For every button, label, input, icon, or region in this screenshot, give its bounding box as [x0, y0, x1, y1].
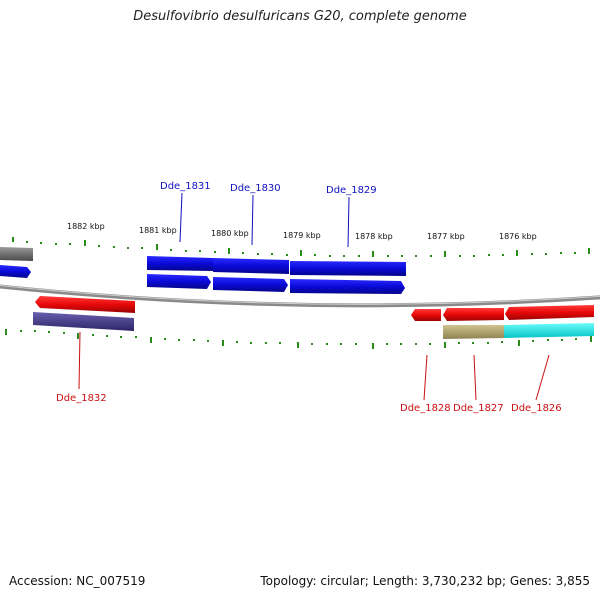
gene-label-dde-1832[interactable]: Dde_1832	[56, 393, 107, 404]
gene-feature-partial-grey	[0, 247, 33, 261]
gene-feature-dde-1831-cds	[147, 256, 213, 271]
gene-feature-dde-1827-bar	[443, 325, 504, 339]
genome-stats-text: Topology: circular; Length: 3,730,232 bp…	[260, 574, 590, 588]
kbp-label: 1877 kbp	[427, 232, 465, 241]
label-leader-line	[78, 331, 81, 390]
gene-feature-dde-1829-gene	[290, 279, 405, 294]
kbp-label: 1882 kbp	[67, 222, 105, 231]
gene-feature-dde-1826-bar	[504, 323, 594, 338]
gene-feature-dde-1826-cds	[505, 305, 594, 320]
label-leader-line	[473, 354, 477, 401]
gene-feature-dde-1832-cds	[35, 296, 135, 313]
gene-feature-dde-1831-gene	[147, 274, 211, 289]
inner-tick-row	[5, 329, 592, 349]
outer-tick-row	[12, 237, 590, 257]
kbp-label: 1881 kbp	[139, 226, 177, 235]
kbp-label: 1880 kbp	[211, 229, 249, 238]
gene-label-dde-1831[interactable]: Dde_1831	[160, 181, 211, 192]
kbp-label: 1876 kbp	[499, 232, 537, 241]
accession-text: Accession: NC_007519	[9, 574, 146, 588]
gene-label-dde-1829[interactable]: Dde_1829	[326, 185, 377, 196]
gene-feature-dde-1827-cds	[443, 308, 504, 321]
gene-label-dde-1826[interactable]: Dde_1826	[511, 403, 562, 414]
label-leader-line	[179, 192, 183, 243]
gene-feature-dde-1830-cds	[213, 258, 289, 274]
page-title: Desulfovibrio desulfuricans G20, complet…	[133, 9, 467, 24]
kbp-label: 1879 kbp	[283, 231, 321, 240]
kbp-label: 1878 kbp	[355, 232, 393, 241]
gene-label-dde-1827[interactable]: Dde_1827	[453, 403, 504, 414]
genome-backbone	[0, 284, 600, 308]
label-leader-line	[251, 194, 254, 246]
gene-feature-dde-1828-cds	[411, 309, 441, 321]
gene-label-dde-1828[interactable]: Dde_1828	[400, 403, 451, 414]
label-leader-line	[347, 196, 350, 248]
gene-feature-partial-blue	[0, 265, 31, 278]
gene-feature-dde-1829-cds	[290, 261, 406, 276]
gene-label-dde-1830[interactable]: Dde_1830	[230, 183, 281, 194]
gene-feature-dde-1832-rna	[33, 312, 134, 331]
gene-feature-dde-1830-gene	[213, 277, 288, 292]
label-leader-line	[535, 354, 550, 401]
label-leader-line	[423, 354, 428, 401]
